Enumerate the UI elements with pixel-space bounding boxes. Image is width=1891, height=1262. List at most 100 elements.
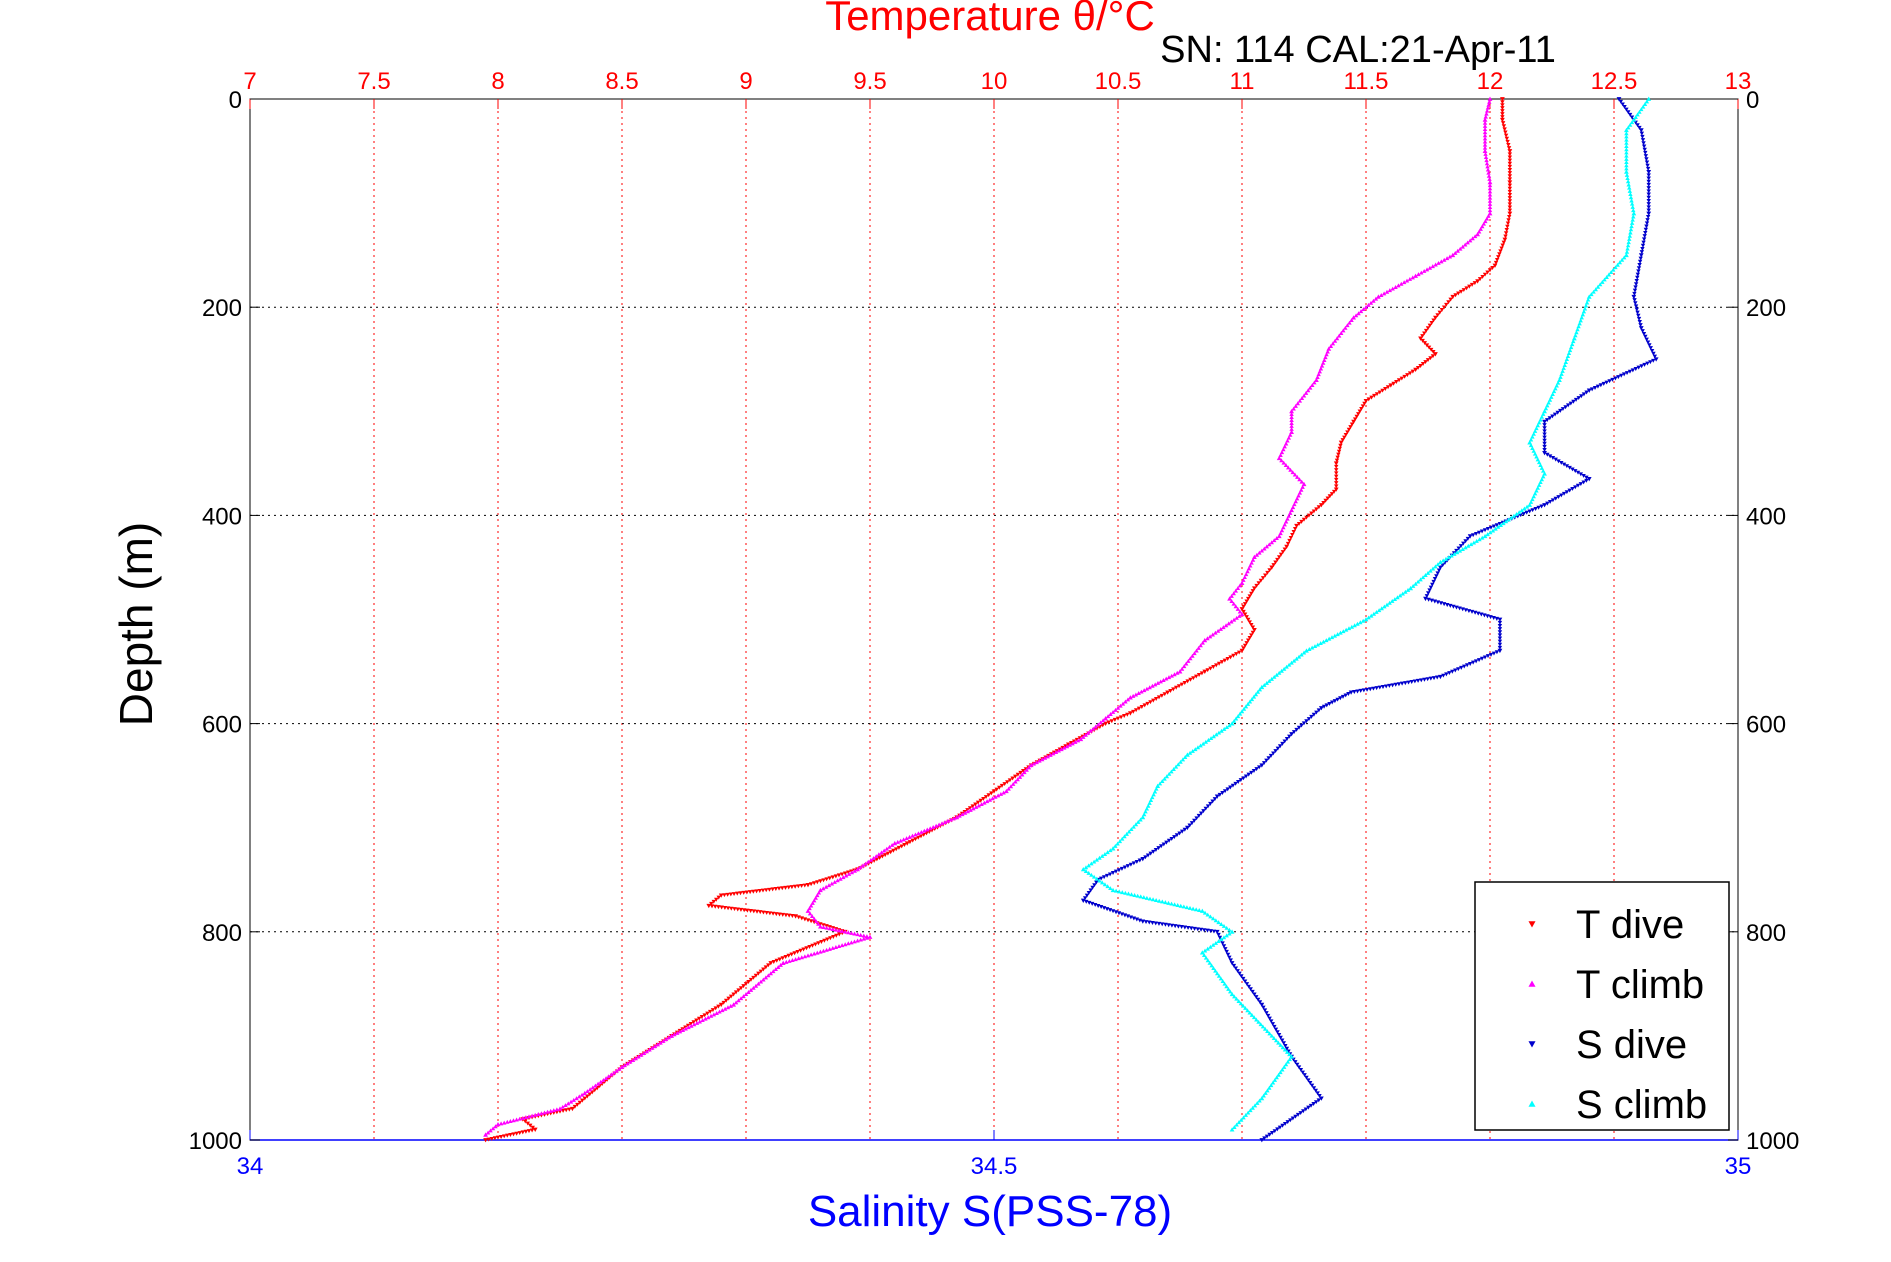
data-point bbox=[1103, 721, 1108, 726]
data-point bbox=[1214, 929, 1220, 935]
data-point bbox=[1304, 515, 1309, 520]
data-point bbox=[1274, 672, 1279, 677]
data-point bbox=[729, 906, 734, 911]
data-point bbox=[1289, 426, 1294, 431]
data-point bbox=[1387, 600, 1392, 605]
data-point bbox=[1460, 244, 1465, 249]
data-point bbox=[751, 985, 756, 990]
data-point bbox=[1323, 498, 1328, 503]
data-point bbox=[763, 975, 769, 980]
data-point bbox=[1208, 736, 1214, 741]
data-point bbox=[1151, 849, 1156, 854]
data-point bbox=[1383, 386, 1388, 391]
data-point bbox=[1147, 896, 1153, 901]
data-point bbox=[1252, 627, 1257, 633]
data-point bbox=[836, 928, 842, 933]
data-point bbox=[1272, 674, 1277, 679]
data-point bbox=[1359, 406, 1364, 411]
data-point bbox=[1648, 346, 1653, 351]
data-point bbox=[636, 1054, 641, 1059]
data-point bbox=[1144, 895, 1150, 900]
data-point bbox=[1507, 164, 1513, 169]
data-point bbox=[1336, 449, 1342, 454]
data-point bbox=[1627, 112, 1633, 117]
data-point bbox=[829, 881, 835, 886]
data-point bbox=[1150, 795, 1155, 800]
data-point bbox=[1482, 117, 1488, 122]
data-point bbox=[719, 905, 724, 910]
data-point bbox=[1352, 417, 1358, 422]
data-point bbox=[697, 1019, 702, 1024]
data-point bbox=[1440, 563, 1445, 568]
data-point bbox=[1624, 163, 1629, 168]
data-point bbox=[680, 1028, 686, 1032]
data-point bbox=[1280, 741, 1285, 746]
data-point bbox=[633, 1056, 638, 1061]
data-point bbox=[1422, 341, 1428, 346]
data-point bbox=[1234, 996, 1239, 1001]
data-point bbox=[1534, 488, 1539, 493]
data-point bbox=[1098, 720, 1103, 725]
temperature-tick-label: 8 bbox=[491, 68, 504, 95]
data-point bbox=[1635, 112, 1640, 117]
data-point bbox=[1281, 525, 1286, 530]
data-point bbox=[1487, 195, 1493, 200]
data-point bbox=[1002, 782, 1007, 787]
data-point bbox=[1129, 892, 1134, 897]
data-point bbox=[1134, 859, 1140, 864]
data-point bbox=[1282, 1047, 1288, 1052]
data-point bbox=[1232, 994, 1237, 999]
data-point bbox=[1299, 652, 1304, 657]
data-point bbox=[1219, 660, 1225, 665]
data-point bbox=[1105, 884, 1110, 889]
data-point bbox=[1141, 895, 1147, 900]
data-point bbox=[1327, 701, 1332, 706]
data-point bbox=[1507, 193, 1513, 197]
data-point bbox=[1530, 434, 1535, 439]
data-point bbox=[1482, 123, 1488, 128]
data-point bbox=[1487, 189, 1493, 194]
data-point bbox=[1037, 758, 1042, 763]
data-point bbox=[843, 929, 848, 934]
data-point bbox=[1133, 822, 1139, 827]
data-point bbox=[1573, 469, 1578, 474]
data-point bbox=[714, 897, 719, 902]
data-point bbox=[1301, 721, 1307, 726]
data-point bbox=[705, 1011, 710, 1016]
depth-tick-label-right: 800 bbox=[1746, 920, 1786, 947]
data-point bbox=[1237, 609, 1243, 614]
data-point bbox=[1255, 997, 1261, 1002]
data-point bbox=[1559, 460, 1564, 465]
data-point bbox=[1250, 589, 1256, 594]
data-point bbox=[1088, 888, 1093, 893]
data-point bbox=[1193, 907, 1199, 912]
data-point bbox=[1560, 407, 1566, 412]
data-point bbox=[1205, 946, 1210, 951]
data-point bbox=[1347, 320, 1352, 325]
temperature-axis: 7 7.5 8 8.5 9 9.5 10 10.5 11 11.5 12 12.5 13 bbox=[243, 68, 1751, 109]
data-point bbox=[1579, 315, 1584, 320]
data-point bbox=[1337, 446, 1342, 451]
temperature-tick-label: 12 bbox=[1477, 68, 1504, 95]
data-point bbox=[1229, 619, 1234, 624]
data-point bbox=[1208, 801, 1213, 806]
data-point bbox=[1150, 683, 1155, 688]
data-point bbox=[1507, 161, 1513, 166]
data-point bbox=[1340, 694, 1346, 699]
legend-item: S climb bbox=[1528, 1083, 1707, 1127]
data-point bbox=[1268, 1083, 1274, 1088]
data-point bbox=[1503, 519, 1509, 524]
data-point bbox=[796, 956, 801, 961]
data-point bbox=[1235, 969, 1240, 974]
data-point bbox=[846, 871, 852, 876]
data-point bbox=[876, 852, 882, 857]
data-point bbox=[1308, 1103, 1314, 1108]
data-point bbox=[1648, 360, 1653, 365]
data-point bbox=[1563, 360, 1569, 364]
data-point bbox=[1231, 617, 1237, 622]
data-point bbox=[1469, 282, 1475, 287]
data-point bbox=[1318, 503, 1324, 508]
data-point bbox=[1472, 234, 1478, 239]
data-point bbox=[1635, 272, 1641, 277]
data-point bbox=[777, 912, 782, 917]
